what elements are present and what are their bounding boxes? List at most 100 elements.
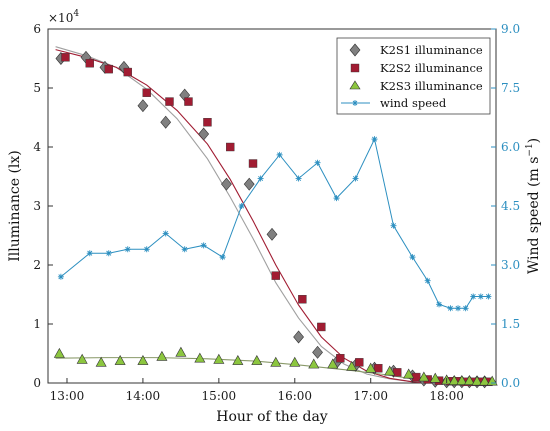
k2s2-illuminance-point (317, 322, 326, 332)
wind-speed-point (314, 159, 321, 166)
x-axis-label: Hour of the day (216, 409, 328, 425)
x-tick-label: 13:00 (50, 389, 85, 403)
k2s3-illuminance-point (95, 356, 107, 367)
legend-box (336, 37, 491, 115)
wind-speed-point (470, 293, 477, 300)
k2s3-illuminance-point (175, 346, 187, 357)
y-right-tick-label: 6.0 (501, 140, 520, 154)
wind-speed-point (124, 246, 131, 253)
wind-speed-point (143, 246, 150, 253)
k2s2-illuminance-point (104, 64, 113, 74)
k2s3-illuminance-point (384, 365, 396, 376)
y-multiplier-base: ×10 (48, 11, 73, 25)
y-left-tick-label: 3 (33, 199, 41, 213)
k2s3-illuminance-point (479, 375, 491, 386)
k2s3-illuminance-point (194, 352, 206, 363)
k2s1-illuminance-point (243, 177, 255, 191)
y-left-tick-label: 0 (33, 376, 41, 390)
legend-label-wind: wind speed (380, 96, 447, 110)
k2s1-illuminance-point (221, 177, 232, 191)
k2s3-illuminance-point (232, 354, 244, 365)
wind-speed-point (455, 305, 462, 312)
y-right-tick-label: 0.0 (501, 376, 520, 390)
k2s2-fit-curve (55, 49, 489, 384)
wind-speed-point (424, 277, 431, 284)
k2s3-illuminance-point (418, 371, 430, 382)
k2s3-illuminance-point (456, 375, 468, 385)
legend-triangle-icon (349, 80, 361, 90)
wind-speed-point (436, 301, 443, 308)
y-right-tick-label: 9.0 (501, 22, 520, 36)
y-left-tick-label: 1 (33, 317, 41, 331)
legend-item-k2s3: K2S3 illuminance (349, 79, 483, 93)
wind-speed-point (181, 246, 188, 253)
k2s1-illuminance-point (266, 227, 278, 241)
x-axis-ticks: 13:00 14:00 15:00 16:00 17:00 18:00 (50, 378, 464, 403)
k2s2-illuminance-point (203, 118, 212, 127)
wind-speed-point (447, 305, 454, 312)
k2s2-illuminance-point (248, 159, 258, 168)
y-right-label-sup: −1 (525, 143, 535, 156)
y-left-tick-label: 5 (33, 81, 41, 95)
y-right-tick-label: 1.5 (501, 317, 520, 331)
k2s2-illuminance-point (336, 354, 345, 363)
wind-speed-line (60, 137, 489, 309)
wind-speed-point (333, 195, 340, 202)
legend-square-icon (350, 63, 360, 73)
k2s3-illuminance-point (346, 360, 358, 371)
k2s2-illuminance-point (226, 142, 235, 152)
k2s3-illuminance-point (327, 358, 339, 369)
k2s3-illuminance-point (308, 358, 320, 369)
k2s2-illuminance-point (165, 97, 174, 106)
y-right-label-main: Wind speed (m s (526, 157, 542, 275)
k2s2-illuminance-point (355, 358, 364, 367)
legend-item-wind: wind speed (341, 96, 447, 110)
y-left-axis-ticks: 0 1 2 3 4 5 6 (33, 22, 53, 390)
x-tick-label: 17:00 (353, 389, 388, 403)
legend-label-k2s2: K2S2 illuminance (380, 61, 483, 75)
k2s2-illuminance-point (374, 364, 383, 373)
k2s1-illuminance-point (312, 345, 323, 359)
wind-speed-point (276, 151, 283, 158)
y-right-axis-label: Wind speed (m s−1) (525, 138, 542, 274)
k2s3-illuminance-point (429, 372, 441, 383)
legend-diamond-icon (349, 43, 361, 57)
y-left-tick-label: 2 (33, 258, 41, 272)
y-right-label-close: ) (526, 138, 542, 143)
k2s2-illuminance-point (412, 372, 421, 382)
legend: K2S1 illuminance K2S2 illuminance K2S3 i… (336, 37, 491, 115)
k2s2-illuminance-point (85, 59, 94, 68)
wind-speed-point (485, 293, 492, 300)
k2s1-illuminance-point (160, 115, 172, 129)
k2s3-illuminance-point (270, 356, 282, 367)
legend-label-k2s3: K2S3 illuminance (380, 79, 483, 93)
wind-speed-point (295, 175, 302, 182)
k2s2-illuminance-point (123, 67, 132, 77)
k2s3-illuminance-point (403, 368, 415, 379)
legend-label-k2s1: K2S1 illuminance (380, 43, 483, 57)
y-right-axis-ticks: 0.0 1.5 3.0 4.5 6.0 7.5 9.0 (491, 22, 520, 390)
y-right-tick-label: 3.0 (501, 258, 520, 272)
k2s3-illuminance-point (156, 350, 168, 361)
wind-speed-point (352, 175, 359, 182)
k2s2-illuminance-point (61, 53, 70, 62)
k2s2-illuminance-point (271, 271, 280, 280)
wind-speed-point (409, 254, 416, 261)
k2s3-illuminance-point (289, 356, 301, 367)
wind-speed-point (390, 222, 397, 229)
wind-speed-point (86, 250, 93, 257)
wind-speed-point (238, 203, 245, 209)
k2s3-illuminance-point (76, 353, 88, 364)
k2s3-illuminance-point (365, 362, 377, 373)
k2s1-illuminance-point (137, 99, 149, 113)
k2s3-illuminance-point (213, 353, 225, 364)
k2s3-illuminance-point (53, 347, 65, 358)
x-tick-label: 15:00 (202, 389, 237, 403)
y-right-tick-label: 4.5 (501, 199, 520, 213)
k2s3-illuminance-point (137, 354, 149, 365)
wind-speed-point (162, 230, 169, 237)
legend-item-k2s2: K2S2 illuminance (350, 61, 483, 75)
wind-speed-point (57, 273, 64, 280)
k2s1-illuminance-point (198, 127, 210, 141)
k2s3-illuminance-point (114, 354, 126, 365)
